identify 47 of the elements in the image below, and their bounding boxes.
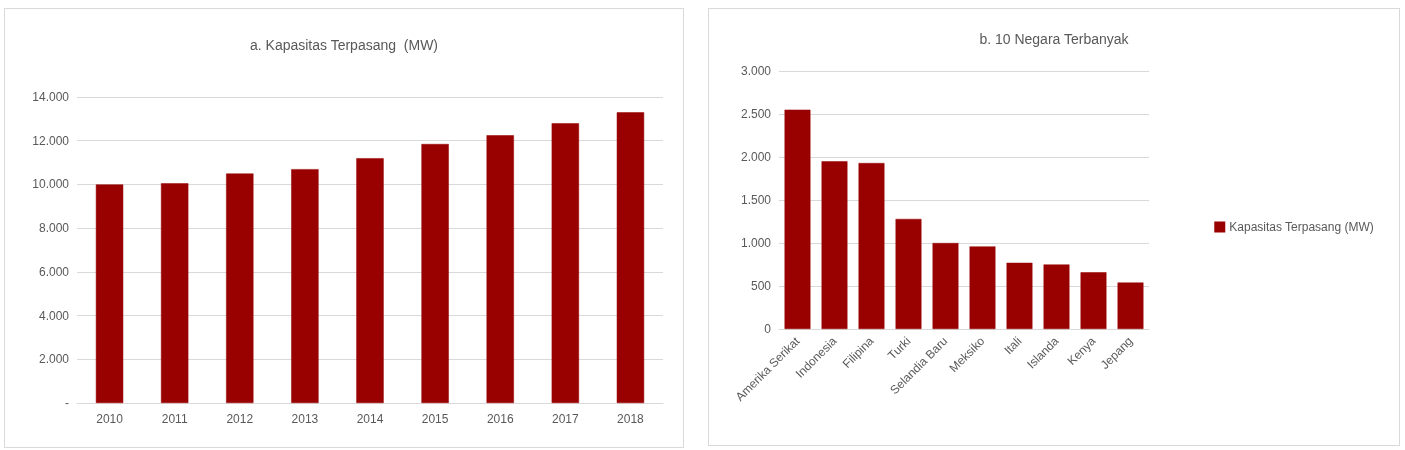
bar xyxy=(895,218,922,329)
chart-title: a. Kapasitas Terpasang (MW) xyxy=(249,37,439,53)
chart-title: b. 10 Negara Terbanyak xyxy=(979,31,1130,47)
y-tick-label: 6.000 xyxy=(38,264,70,279)
bar xyxy=(821,161,848,329)
y-tick-label: 3.000 xyxy=(740,64,772,78)
bar xyxy=(1080,272,1107,329)
y-tick-label: 12.000 xyxy=(32,133,70,148)
legend-label: Kapasitas Terpasang (MW) xyxy=(1229,220,1374,234)
bar xyxy=(969,246,996,329)
y-tick-label: 1.500 xyxy=(740,193,772,207)
x-tick-label: 2013 xyxy=(291,412,319,426)
y-tick-label: 8.000 xyxy=(38,221,70,236)
bar xyxy=(1043,264,1070,329)
bar xyxy=(784,109,811,329)
bar xyxy=(1117,282,1144,329)
bar xyxy=(226,173,254,403)
y-tick-label: 10.000 xyxy=(32,177,70,192)
y-tick-label: 0 xyxy=(764,322,772,336)
x-tick-label: 2017 xyxy=(551,412,579,426)
x-tick-label: 2018 xyxy=(617,412,645,426)
bar xyxy=(1006,262,1033,329)
bar xyxy=(95,184,124,403)
y-tick-label: 2.000 xyxy=(38,352,70,367)
y-tick-label: - xyxy=(65,396,69,410)
bar xyxy=(421,143,449,403)
y-tick-label: 2.500 xyxy=(740,107,772,121)
x-tick-label: 2015 xyxy=(421,412,449,426)
x-tick-label: 2012 xyxy=(226,412,254,426)
y-tick-label: 1.000 xyxy=(740,236,772,250)
x-tick-label: 2010 xyxy=(96,412,124,426)
y-tick-label: 4.000 xyxy=(38,308,70,323)
x-tick-label: 2011 xyxy=(161,412,188,426)
bar xyxy=(551,123,580,403)
bar xyxy=(858,163,885,329)
bar xyxy=(356,158,384,403)
y-tick-label: 2.000 xyxy=(740,150,772,164)
y-tick-label: 500 xyxy=(750,279,772,293)
y-tick-label: 14.000 xyxy=(32,90,70,104)
x-tick-label: 2016 xyxy=(486,412,514,426)
bar xyxy=(486,135,514,403)
bar xyxy=(616,112,645,403)
bar xyxy=(932,243,959,329)
bar xyxy=(291,169,319,403)
bar xyxy=(160,183,189,403)
x-tick-label: 2014 xyxy=(356,412,384,426)
x-tick-label: Itali xyxy=(1001,334,1025,358)
